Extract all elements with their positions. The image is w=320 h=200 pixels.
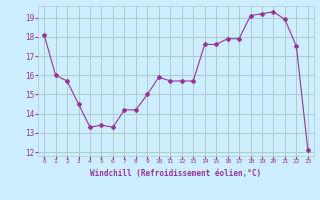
X-axis label: Windchill (Refroidissement éolien,°C): Windchill (Refroidissement éolien,°C) bbox=[91, 169, 261, 178]
